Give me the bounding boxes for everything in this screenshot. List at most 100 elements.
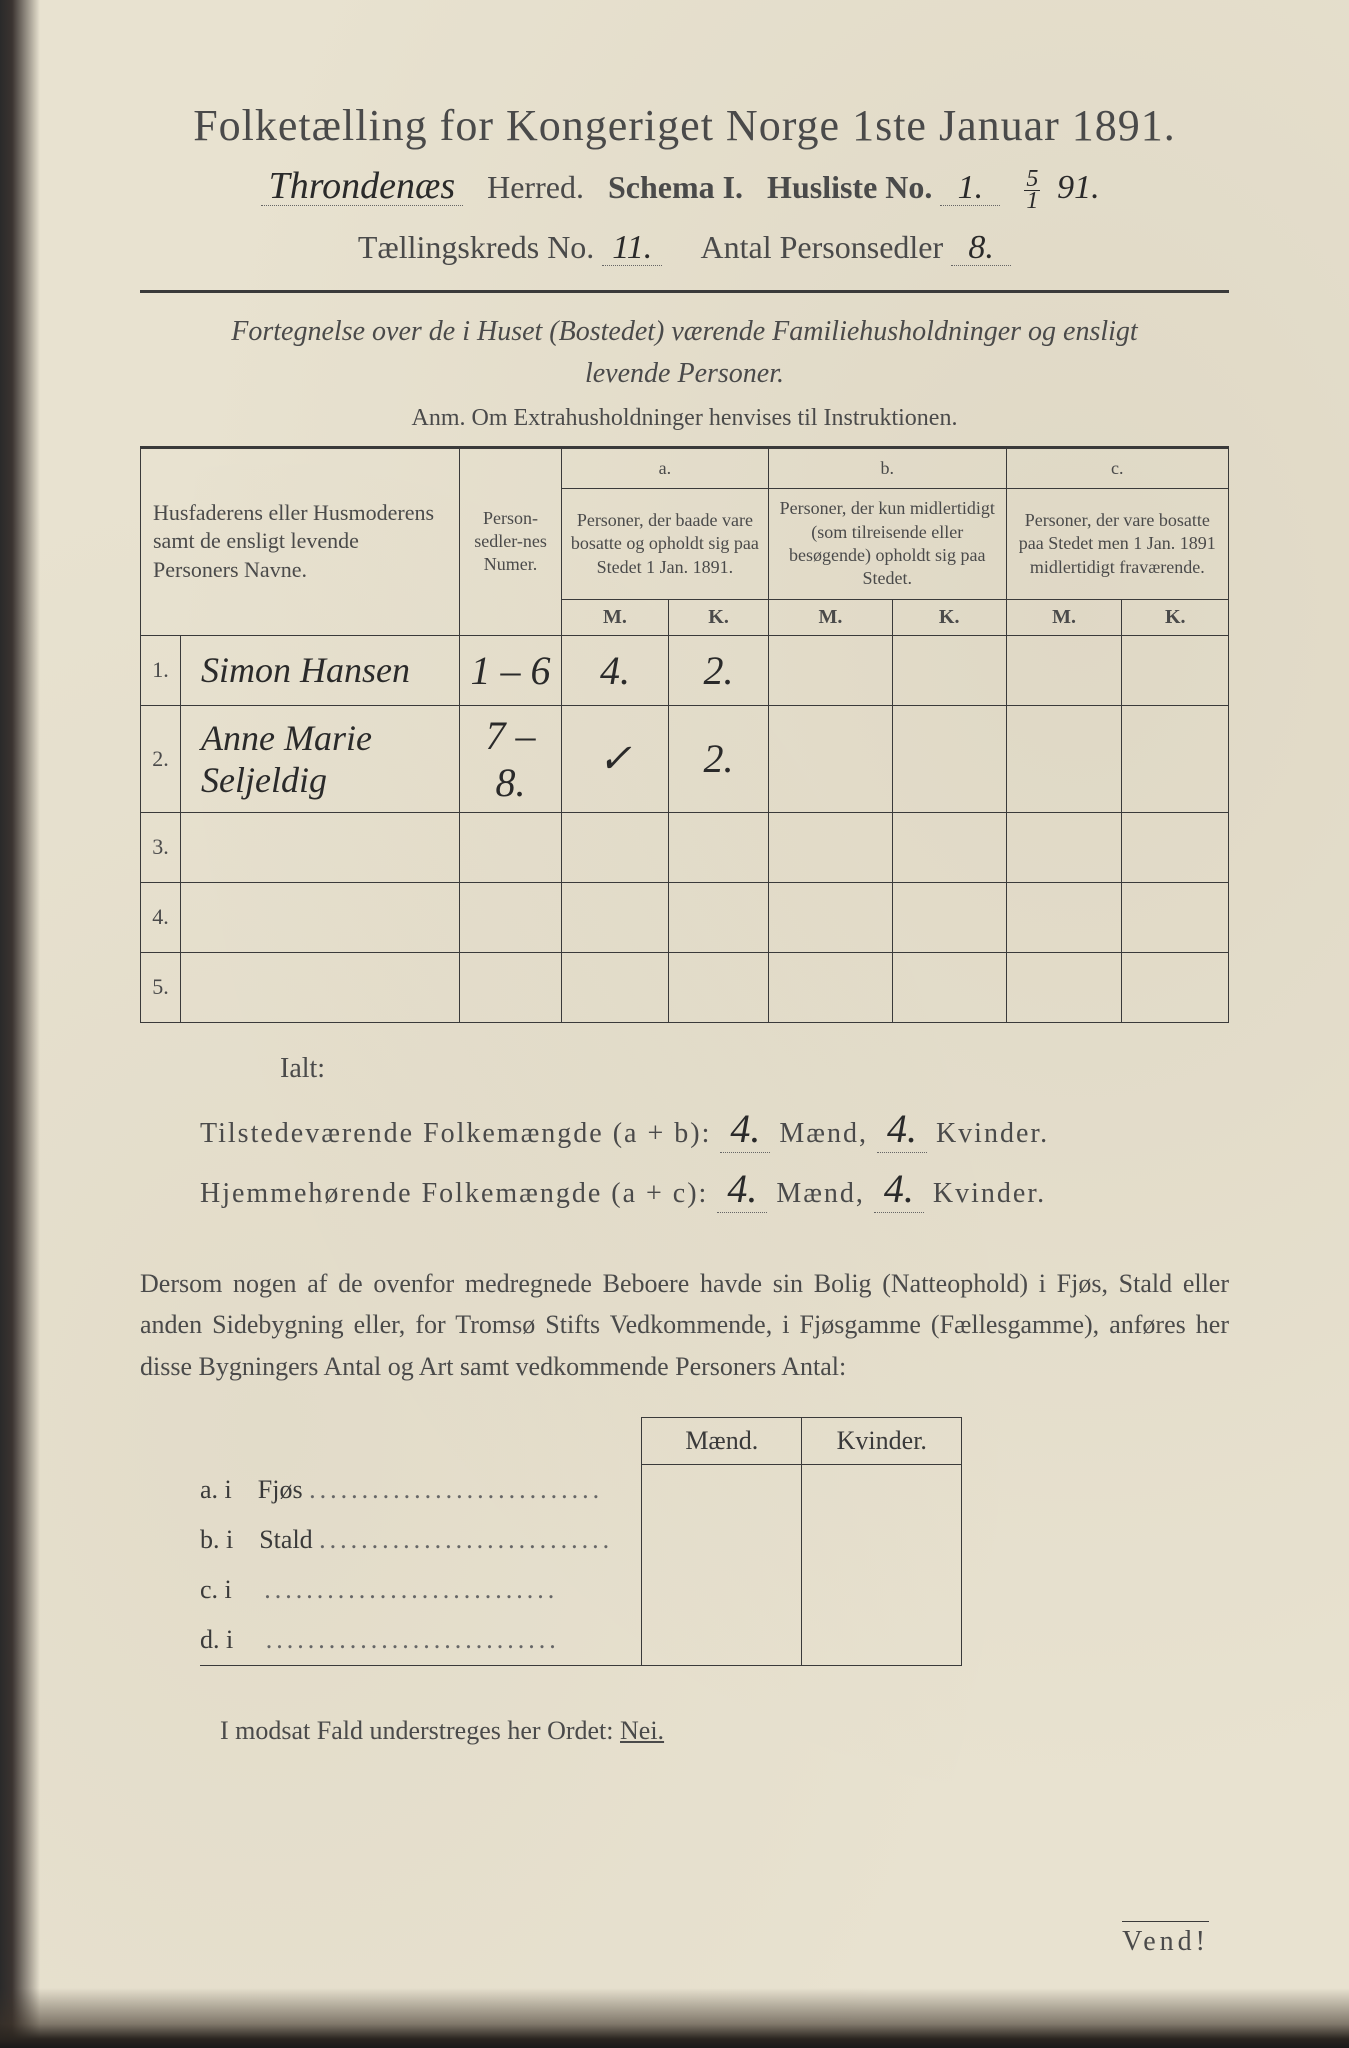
row-c-k — [1122, 812, 1229, 882]
table-row: 5. — [141, 952, 1229, 1022]
row-a-k — [669, 952, 769, 1022]
date-fraction: 5 1 — [1024, 169, 1040, 213]
ob-label: a. i Fjøs — [200, 1465, 642, 1515]
row-c-k — [1122, 705, 1229, 812]
row-a-m — [561, 812, 668, 882]
ob-kvinder: Kvinder. — [802, 1418, 962, 1465]
husliste-label: Husliste No. — [767, 169, 932, 205]
present-k: 4. — [877, 1105, 927, 1153]
ob-label: c. i — [200, 1565, 642, 1615]
census-table: Husfaderens eller Husmoderens samt de en… — [140, 446, 1229, 1023]
b-m: M. — [768, 599, 892, 635]
row-numer: 7 – 8. — [460, 705, 562, 812]
row-a-k: 2. — [669, 705, 769, 812]
page-title: Folketælling for Kongeriget Norge 1ste J… — [140, 100, 1229, 151]
divider — [140, 290, 1229, 293]
row-c-m — [1006, 952, 1122, 1022]
header-line-3: Tællingskreds No. 11. Antal Personsedler… — [140, 229, 1229, 266]
col-numer: Person-sedler-nes Numer. — [460, 447, 562, 635]
row-b-k — [892, 705, 1006, 812]
outbuilding-row: b. i Stald — [200, 1515, 962, 1565]
census-page: Folketælling for Kongeriget Norge 1ste J… — [0, 0, 1349, 2048]
kreds-label: Tællingskreds No. — [358, 229, 594, 265]
header-line-2: Throndenæs Herred. Schema I. Husliste No… — [140, 167, 1229, 213]
row-a-k — [669, 882, 769, 952]
nei-word: Nei. — [620, 1716, 664, 1745]
row-b-m — [768, 705, 892, 812]
row-numer — [460, 952, 562, 1022]
row-b-m — [768, 812, 892, 882]
outbuilding-table: Mænd. Kvinder. a. i Fjøs b. i Stald c. i… — [200, 1417, 962, 1666]
col-c: Personer, der vare bosatte paa Stedet me… — [1006, 489, 1228, 600]
a-k: K. — [669, 599, 769, 635]
outbuilding-row: d. i — [200, 1615, 962, 1666]
ialt-label: Ialt: — [280, 1053, 1229, 1085]
row-name — [181, 812, 460, 882]
col-a: Personer, der baade vare bosatte og opho… — [561, 489, 768, 600]
schema-label: Schema I. — [608, 169, 743, 205]
row-b-k — [892, 812, 1006, 882]
row-a-k — [669, 812, 769, 882]
ob-maend: Mænd. — [642, 1418, 802, 1465]
ob-k — [802, 1515, 962, 1565]
col-b: Personer, der kun midlertidigt (som tilr… — [768, 489, 1006, 600]
table-row: 2.Anne Marie Seljeldig7 – 8.✓2. — [141, 705, 1229, 812]
row-name — [181, 952, 460, 1022]
col-a-label: a. — [561, 447, 768, 488]
herred-value: Throndenæs — [261, 167, 464, 206]
row-c-m — [1006, 882, 1122, 952]
row-num: 3. — [141, 812, 181, 882]
row-c-m — [1006, 635, 1122, 705]
ob-k — [802, 1615, 962, 1666]
b-k: K. — [892, 599, 1006, 635]
row-a-k: 2. — [669, 635, 769, 705]
row-num: 1. — [141, 635, 181, 705]
table-row: 4. — [141, 882, 1229, 952]
outbuilding-row: a. i Fjøs — [200, 1465, 962, 1515]
resident-k: 4. — [874, 1165, 924, 1213]
kreds-value: 11. — [602, 231, 662, 266]
row-a-m — [561, 952, 668, 1022]
row-c-m — [1006, 705, 1122, 812]
row-numer — [460, 882, 562, 952]
row-c-m — [1006, 812, 1122, 882]
row-b-m — [768, 952, 892, 1022]
ob-m — [642, 1515, 802, 1565]
row-name: Simon Hansen — [181, 635, 460, 705]
herred-label: Herred. — [487, 169, 584, 205]
ob-k — [802, 1465, 962, 1515]
row-num: 2. — [141, 705, 181, 812]
row-b-k — [892, 882, 1006, 952]
date-year: 91. — [1048, 171, 1108, 205]
outbuilding-paragraph: Dersom nogen af de ovenfor medregnede Be… — [140, 1263, 1229, 1388]
row-numer: 1 – 6 — [460, 635, 562, 705]
ob-m — [642, 1465, 802, 1515]
col-b-label: b. — [768, 447, 1006, 488]
row-a-m — [561, 882, 668, 952]
row-num: 5. — [141, 952, 181, 1022]
total-resident: Hjemmehørende Folkemængde (a + c): 4. Mæ… — [200, 1165, 1229, 1213]
row-c-k — [1122, 882, 1229, 952]
present-m: 4. — [720, 1105, 770, 1153]
row-name — [181, 882, 460, 952]
row-b-m — [768, 635, 892, 705]
row-b-k — [892, 952, 1006, 1022]
c-k: K. — [1122, 599, 1229, 635]
col-c-label: c. — [1006, 447, 1228, 488]
c-m: M. — [1006, 599, 1122, 635]
resident-m: 4. — [717, 1165, 767, 1213]
a-m: M. — [561, 599, 668, 635]
ob-label: d. i — [200, 1615, 642, 1666]
subtitle: Fortegnelse over de i Huset (Bostedet) v… — [140, 311, 1229, 395]
row-numer — [460, 812, 562, 882]
table-row: 3. — [141, 812, 1229, 882]
row-a-m: ✓ — [561, 705, 668, 812]
total-present: Tilstedeværende Folkemængde (a + b): 4. … — [200, 1105, 1229, 1153]
row-name: Anne Marie Seljeldig — [181, 705, 460, 812]
antal-value: 8. — [951, 231, 1011, 266]
row-c-k — [1122, 635, 1229, 705]
vend-label: Vend! — [1122, 1921, 1209, 1958]
row-num: 4. — [141, 882, 181, 952]
antal-label: Antal Personsedler — [701, 229, 944, 265]
table-row: 1.Simon Hansen1 – 64.2. — [141, 635, 1229, 705]
